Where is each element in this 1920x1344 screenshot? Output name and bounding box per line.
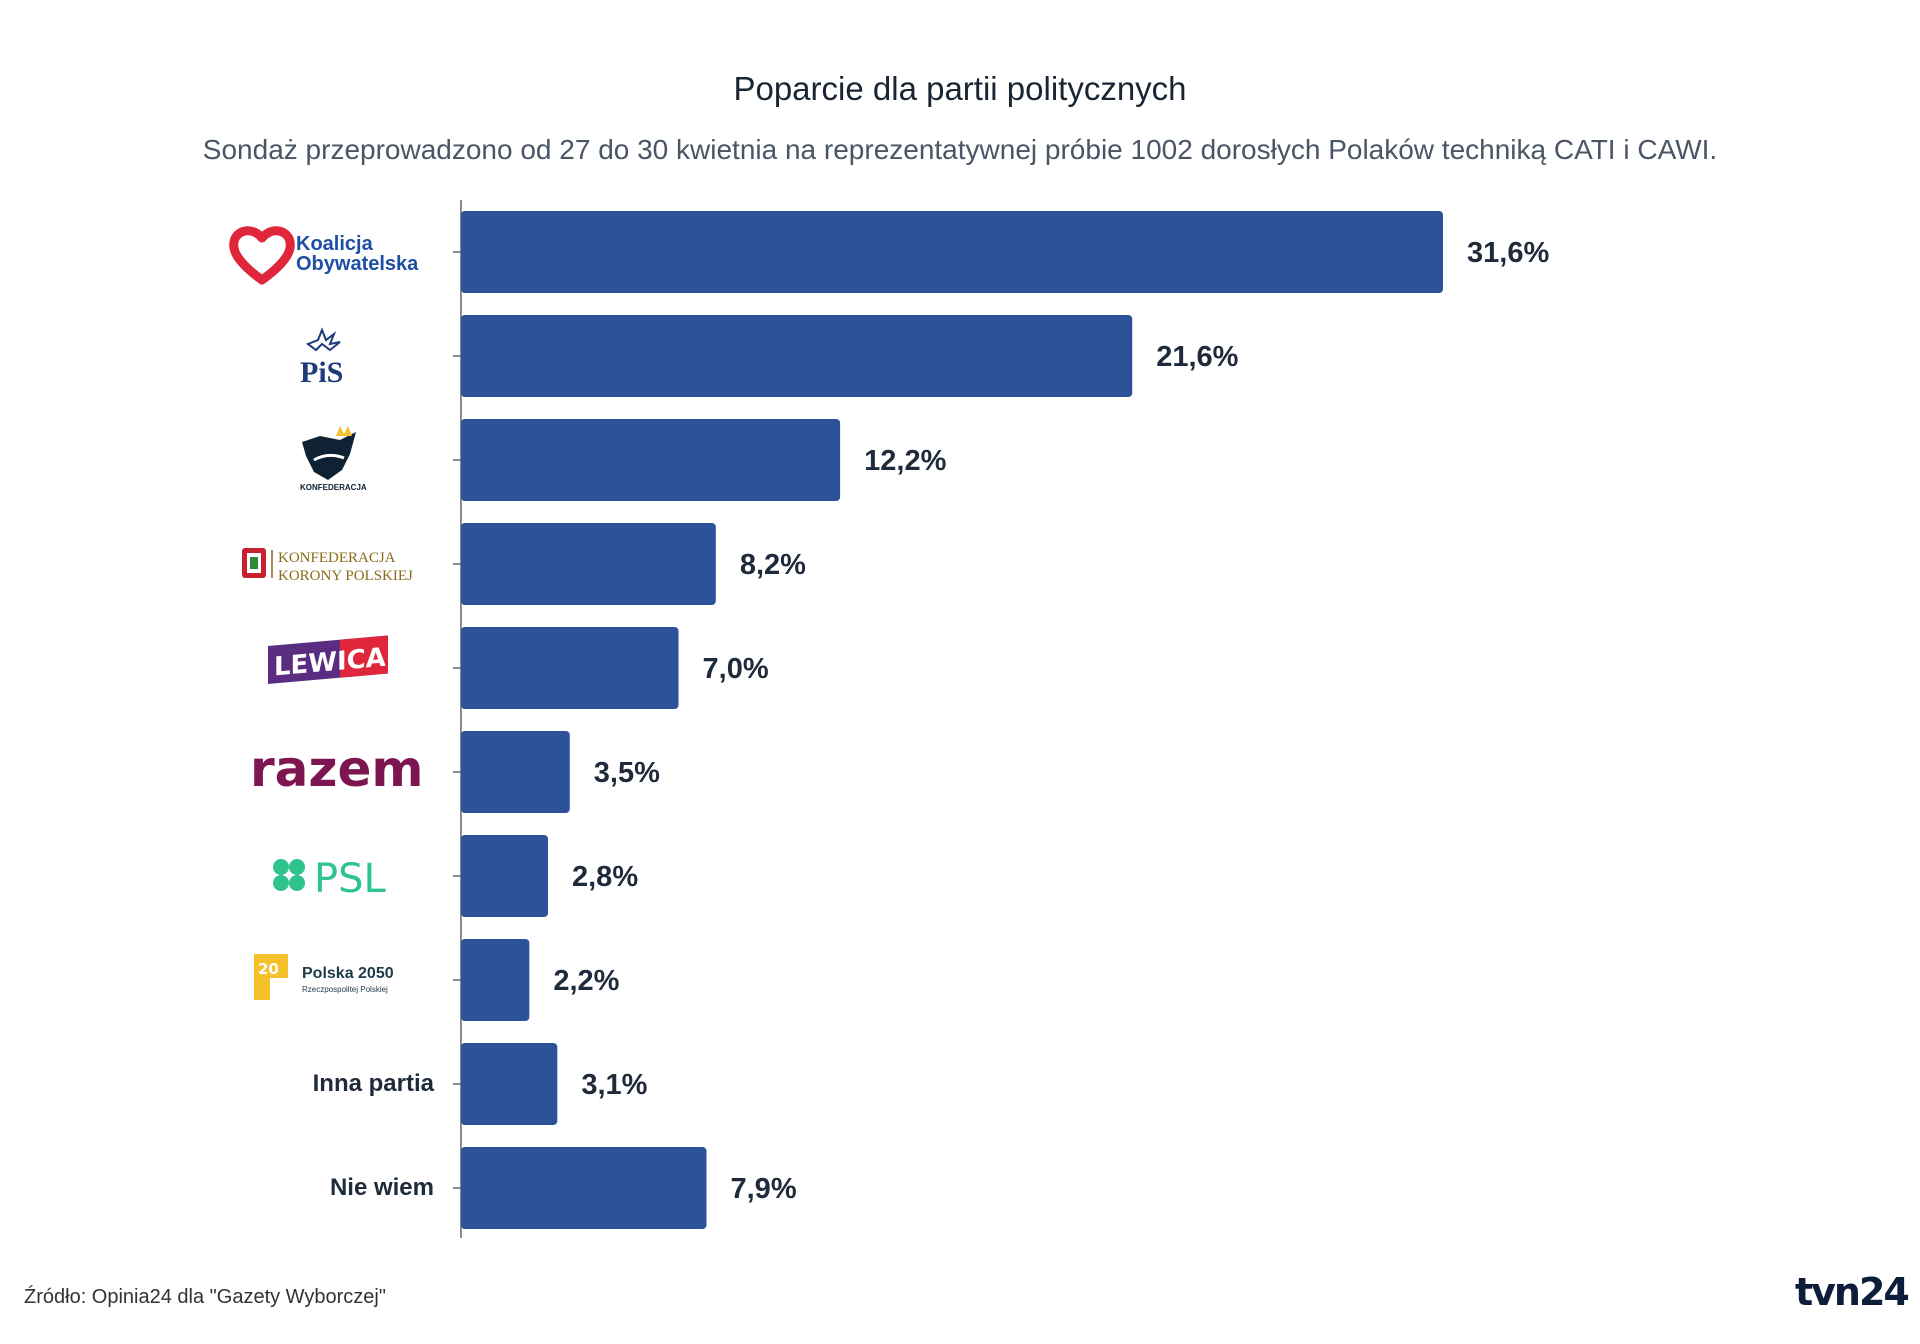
pis-logo: PiS (300, 327, 343, 389)
clover-icon (273, 859, 305, 891)
polska-2050-logo: 20 Polska 2050 Rzeczpospolitej Polskiej (254, 954, 394, 1000)
bar-konfederacja (461, 419, 841, 501)
value-label: 7,0% (703, 653, 769, 685)
p2050-logo-line1: Polska 2050 (302, 965, 394, 982)
category-label-nie-wiem: Nie wiem (330, 1174, 434, 1201)
bar-psl (461, 835, 549, 917)
kkp-logo-line1: KONFEDERACJA (278, 550, 396, 566)
bar-pis (461, 315, 1133, 397)
ko-logo-line2: Obywatelska (296, 253, 419, 275)
value-label: 31,6% (1467, 237, 1549, 269)
bar-polska-2050 (461, 939, 530, 1021)
kkp-logo-line2: KORONY POLSKIEJ (278, 568, 413, 584)
konfederacja-logo-text: KONFEDERACJA (300, 483, 367, 492)
bars (461, 211, 1443, 1229)
koalicja-obywatelska-logo: Koalicja Obywatelska (229, 226, 419, 285)
bar-konfederacja-korony-polskiej (461, 523, 716, 605)
pis-logo-text: PiS (300, 356, 343, 389)
eagle-icon (305, 327, 341, 352)
value-label: 7,9% (731, 1173, 797, 1205)
bar-razem (461, 731, 570, 813)
crown-icon (336, 426, 352, 436)
bar-koalicja-obywatelska (461, 211, 1443, 293)
value-label: 2,2% (553, 965, 619, 997)
value-label: 3,1% (581, 1069, 647, 1101)
category-labels: Koalicja Obywatelska PiS KONFEDERACJA KO… (229, 226, 435, 1201)
bar-inna-partia (461, 1043, 558, 1125)
konfederacja-logo: KONFEDERACJA (300, 426, 367, 492)
ko-logo-line1: Koalicja (296, 233, 374, 255)
value-label: 8,2% (740, 549, 806, 581)
lewica-logo: LEWICA (268, 635, 388, 684)
value-label: 2,8% (572, 861, 638, 893)
chart-title: Poparcie dla partii politycznych (733, 70, 1187, 107)
y-axis-ticks (453, 251, 461, 1189)
value-label: 21,6% (1156, 341, 1238, 373)
chart-subtitle: Sondaż przeprowadzono od 27 do 30 kwietn… (202, 134, 1718, 165)
razem-logo-text: razem (250, 740, 424, 798)
2050-emblem-icon (254, 954, 288, 1000)
psl-logo: PSL (273, 856, 387, 902)
svg-text:20: 20 (258, 960, 279, 978)
tvn24-logo: tvn24 (1795, 1270, 1910, 1314)
value-label: 3,5% (594, 757, 660, 789)
bar-lewica (461, 627, 679, 709)
kkp-logo: KONFEDERACJA KORONY POLSKIEJ (242, 548, 413, 584)
value-labels: 31,6% 21,6% 12,2% 8,2% 7,0% 3,5% 2,8% 2,2% 3,1% 7… (553, 237, 1549, 1205)
psl-logo-text: PSL (314, 856, 387, 902)
heart-icon (229, 226, 295, 285)
source-note: Źródło: Opinia24 dla "Gazety Wyborczej" (24, 1286, 386, 1308)
value-label: 12,2% (864, 445, 946, 477)
bar-nie-wiem (461, 1147, 707, 1229)
category-label-inna-partia: Inna partia (313, 1070, 435, 1097)
p2050-logo-line2: Rzeczpospolitej Polskiej (302, 985, 388, 994)
